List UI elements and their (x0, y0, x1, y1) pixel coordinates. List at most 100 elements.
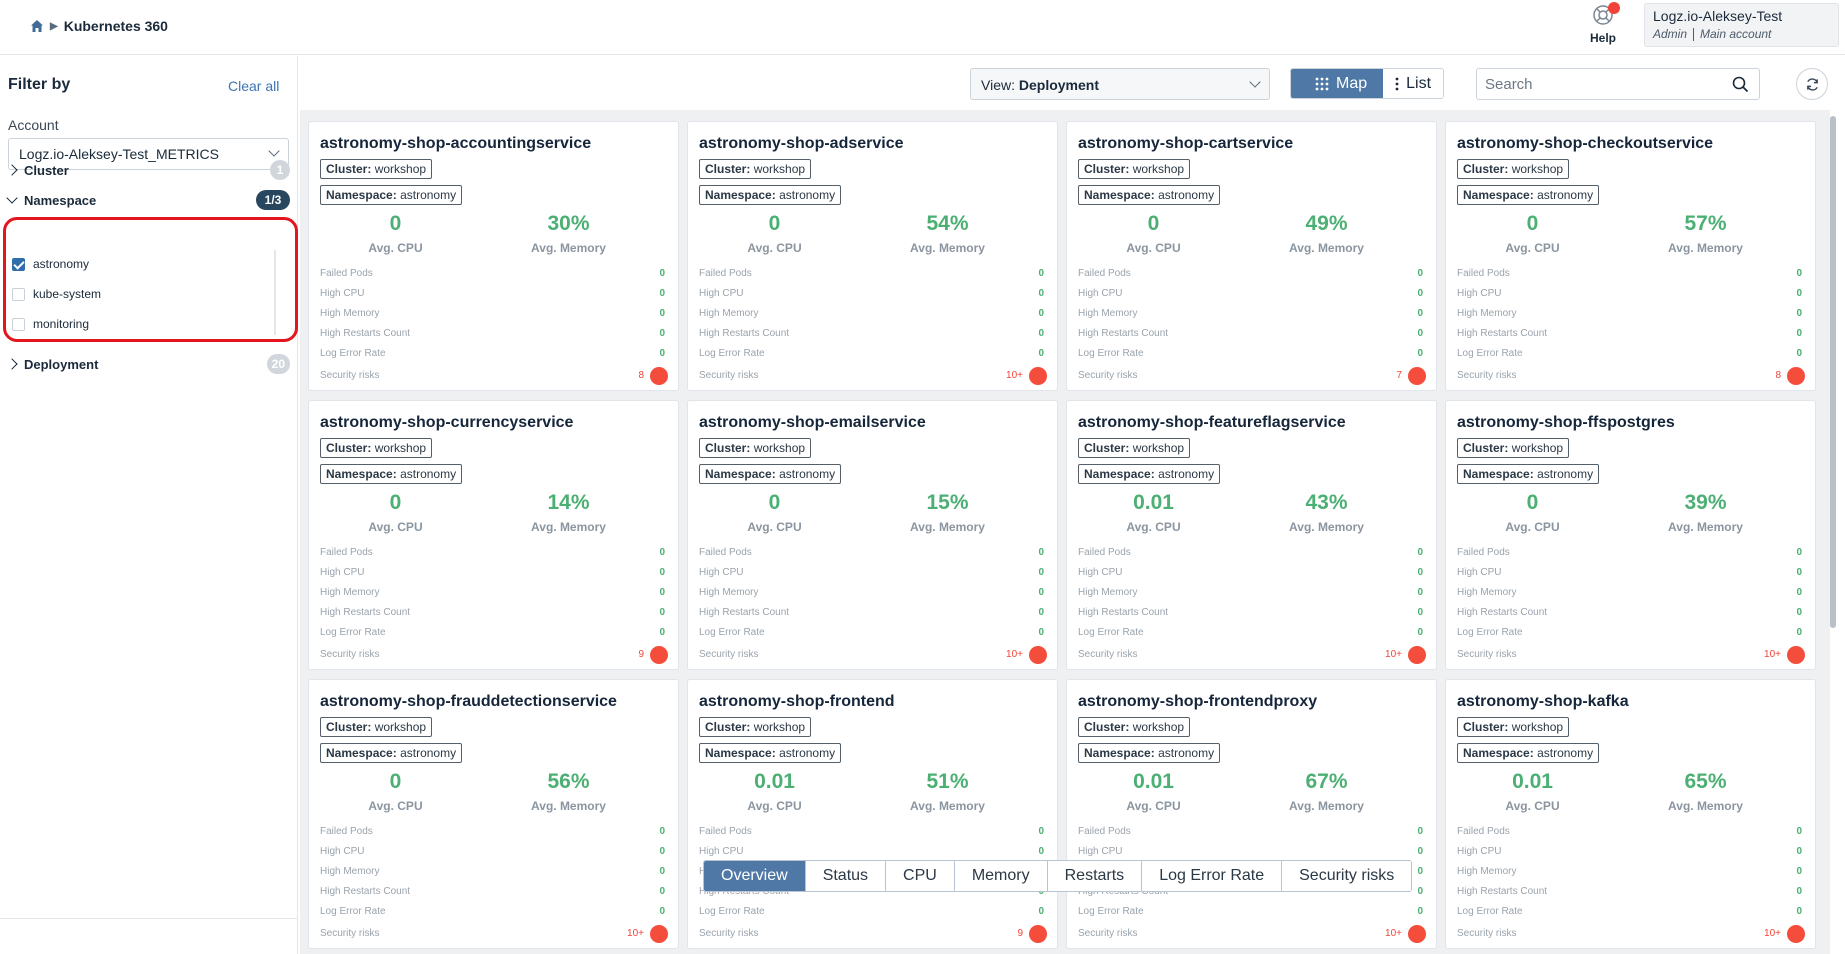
stat-row: High CPU 0 (1078, 288, 1423, 304)
facet-namespace[interactable]: Namespace 1/3 (6, 189, 290, 211)
metric-value: 0.01 (1133, 770, 1174, 793)
top-bar: ▶ Kubernetes 360 Help Logz.io-Aleksey-Te… (0, 0, 1845, 55)
tab-status[interactable]: Status (805, 861, 887, 891)
deployment-card[interactable]: astronomy-shop-cartservice Cluster: works… (1066, 121, 1437, 391)
deployment-card[interactable]: astronomy-shop-featureflagservice Cluster… (1066, 400, 1437, 670)
stat-value: 0 (1796, 826, 1802, 837)
security-risks-row[interactable]: Security risks 10+ (320, 925, 668, 945)
stat-label: Log Error Rate (320, 627, 386, 638)
stat-label: Failed Pods (1078, 268, 1131, 279)
deployment-card[interactable]: astronomy-shop-checkoutservice Cluster: w… (1445, 121, 1816, 391)
tab-memory[interactable]: Memory (954, 861, 1048, 891)
stat-label: High Memory (1078, 308, 1138, 319)
deployment-name[interactable]: astronomy-shop-ffspostgres (1457, 414, 1675, 431)
checkbox[interactable] (12, 287, 25, 301)
deployment-card[interactable]: astronomy-shop-frauddetectionservice Clus… (308, 679, 679, 949)
deployment-card[interactable]: astronomy-shop-currencyservice Cluster: w… (308, 400, 679, 670)
tab-cpu[interactable]: CPU (886, 861, 955, 891)
namespace-option-astronomy[interactable]: astronomy (12, 257, 89, 271)
stat-value: 0 (1417, 268, 1423, 279)
account-switcher[interactable]: Logz.io-Aleksey-Test Admin Main account (1644, 3, 1839, 47)
stat-label: High Memory (1457, 587, 1517, 598)
stat-row: High Restarts Count 0 (1078, 328, 1423, 344)
metric-value: 0 (389, 212, 402, 235)
stat-value: 0 (659, 627, 665, 638)
namespace-option-kube-system[interactable]: kube-system (12, 287, 101, 301)
deployment-card[interactable]: astronomy-shop-ffspostgres Cluster: works… (1445, 400, 1816, 670)
tab-restarts[interactable]: Restarts (1047, 861, 1143, 891)
security-risks-row[interactable]: Security risks 10+ (1457, 646, 1805, 666)
checkbox-checked[interactable] (12, 257, 25, 271)
home-icon[interactable] (30, 19, 44, 33)
stat-label: High CPU (1078, 288, 1123, 299)
deployment-card[interactable]: astronomy-shop-accountingservice Cluster:… (308, 121, 679, 391)
tag-value: workshop (1511, 720, 1564, 734)
namespace-highlight-ring (3, 217, 298, 342)
stat-value: 0 (659, 567, 665, 578)
account-select[interactable]: Logz.io-Aleksey-Test_METRICS (8, 138, 289, 170)
deployment-card[interactable]: astronomy-shop-emailservice Cluster: work… (687, 400, 1058, 670)
security-risks-row[interactable]: Security risks 10+ (1078, 925, 1426, 945)
security-risks-row[interactable]: Security risks 10+ (699, 367, 1047, 387)
stat-label: High Restarts Count (1457, 328, 1548, 339)
security-risks-row[interactable]: Security risks 7 (1078, 367, 1426, 387)
namespace-scrollbar[interactable] (274, 250, 276, 335)
refresh-button[interactable] (1796, 68, 1828, 100)
clear-all-link[interactable]: Clear all (228, 78, 280, 94)
stat-label: Failed Pods (699, 826, 752, 837)
facet-cluster[interactable]: Cluster 1 (6, 159, 290, 181)
deployment-name[interactable]: astronomy-shop-accountingservice (320, 135, 592, 152)
tag-key: Namespace: (326, 467, 397, 481)
deployment-name[interactable]: astronomy-shop-featureflagservice (1078, 414, 1346, 431)
deployment-name[interactable]: astronomy-shop-frontendproxy (1078, 693, 1318, 710)
grid-scrollbar[interactable] (1830, 116, 1836, 628)
tab-security-risks[interactable]: Security risks (1282, 861, 1412, 891)
deployment-name[interactable]: astronomy-shop-currencyservice (320, 414, 574, 431)
deployment-card[interactable]: astronomy-shop-frontendproxy Cluster: wor… (1066, 679, 1437, 949)
search-input[interactable] (1477, 69, 1707, 99)
tag-value: astronomy (1537, 746, 1594, 760)
deployment-card[interactable]: astronomy-shop-kafka Cluster: workshop Nam… (1445, 679, 1816, 949)
cluster-tag: Cluster: workshop (1457, 159, 1570, 179)
security-risks-row[interactable]: Security risks 10+ (1457, 925, 1805, 945)
deployment-name[interactable]: astronomy-shop-kafka (1457, 693, 1629, 710)
stat-row: High Restarts Count 0 (1457, 328, 1802, 344)
namespace-option-monitoring[interactable]: monitoring (12, 317, 89, 331)
tab-log-error-rate[interactable]: Log Error Rate (1142, 861, 1283, 891)
security-risks-row[interactable]: Security risks 9 (699, 925, 1047, 945)
deployment-name[interactable]: astronomy-shop-emailservice (699, 414, 926, 431)
deployment-name[interactable]: astronomy-shop-adservice (699, 135, 904, 152)
stat-label: Log Error Rate (1457, 627, 1523, 638)
security-risks-row[interactable]: Security risks 10+ (1078, 646, 1426, 666)
search-icon[interactable] (1732, 76, 1749, 93)
stat-value: 0 (1038, 288, 1044, 299)
deployment-name[interactable]: astronomy-shop-frauddetectionservice (320, 693, 617, 710)
map-view-button[interactable]: Map (1291, 69, 1384, 98)
stat-row: Failed Pods 0 (1457, 547, 1802, 563)
stat-value: 0 (659, 547, 665, 558)
security-risks-row[interactable]: Security risks 10+ (699, 646, 1047, 666)
deployment-name[interactable]: astronomy-shop-checkoutservice (1457, 135, 1714, 152)
cluster-tag: Cluster: workshop (1078, 159, 1191, 179)
filter-sidebar: Filter by Clear all Account Logz.io-Alek… (0, 56, 298, 918)
deployment-card[interactable]: astronomy-shop-adservice Cluster: worksho… (687, 121, 1058, 391)
list-view-button[interactable]: List (1383, 69, 1444, 98)
stat-value: 0 (1417, 866, 1423, 877)
stat-label: High CPU (320, 567, 365, 578)
security-risks-row[interactable]: Security risks 8 (320, 367, 668, 387)
account-label: Account (8, 117, 59, 133)
stat-label: Security risks (320, 928, 380, 939)
help-button[interactable]: Help (1586, 2, 1620, 45)
facet-deployment[interactable]: Deployment 20 (6, 353, 290, 375)
security-risks-row[interactable]: Security risks 9 (320, 646, 668, 666)
view-select[interactable]: View: Deployment (970, 68, 1270, 100)
security-risks-row[interactable]: Security risks 8 (1457, 367, 1805, 387)
deployment-name[interactable]: astronomy-shop-cartservice (1078, 135, 1294, 152)
stat-row: High Memory 0 (1078, 587, 1423, 603)
deployment-card[interactable]: astronomy-shop-frontend Cluster: workshop… (687, 679, 1058, 949)
avg-memory-metric: 54% Avg. Memory (861, 212, 1034, 255)
checkbox[interactable] (12, 317, 25, 331)
tab-overview[interactable]: Overview (704, 861, 806, 891)
tag-key: Namespace: (705, 467, 776, 481)
deployment-name[interactable]: astronomy-shop-frontend (699, 693, 895, 710)
